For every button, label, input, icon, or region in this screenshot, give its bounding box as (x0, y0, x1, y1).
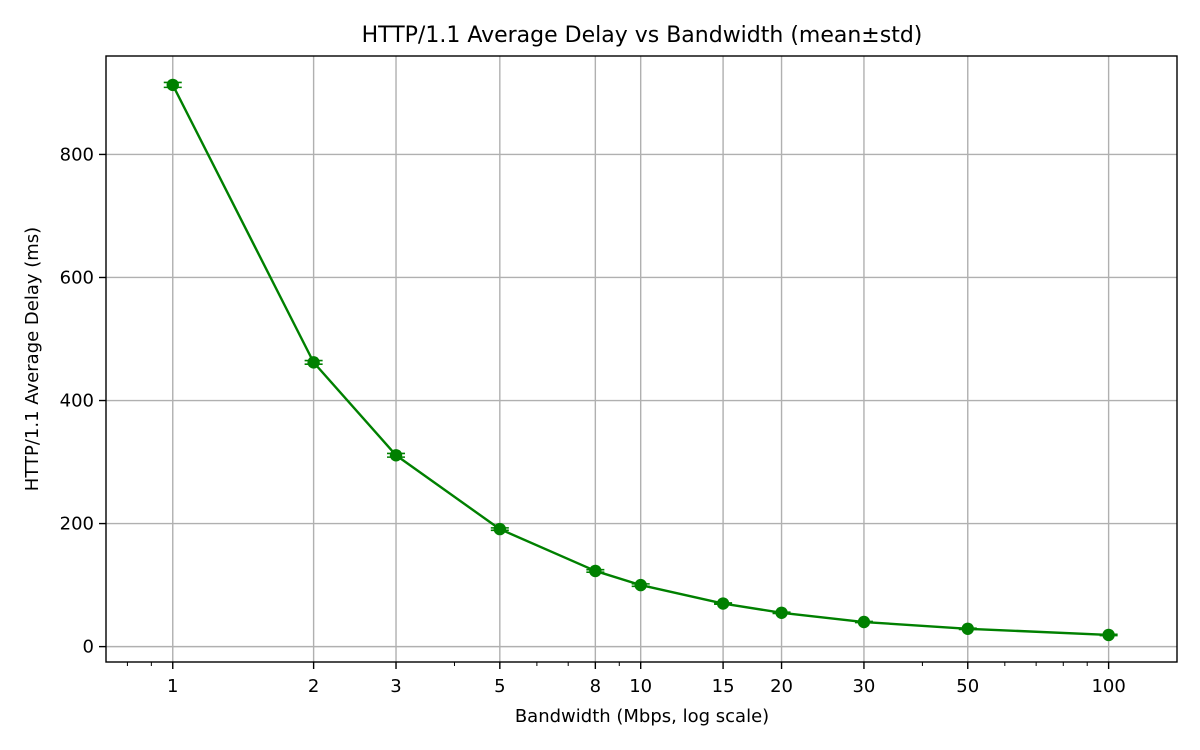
x-tick-label: 50 (956, 676, 979, 697)
y-tick-label: 400 (60, 391, 94, 412)
x-tick-label: 1 (167, 676, 178, 697)
x-tick-label: 30 (852, 676, 875, 697)
data-point (493, 522, 507, 536)
data-point (307, 356, 320, 369)
axis-ticks: 1 2 3 5 8 10 15 20 30 50 100 0 200 400 600 800 (60, 144, 1126, 697)
x-tick-label: 15 (712, 676, 735, 697)
x-tick-label: 2 (308, 676, 319, 697)
y-axis-label: HTTP/1.1 Average Delay (ms) (22, 227, 43, 491)
grid (106, 56, 1177, 662)
plot-frame (105, 55, 1178, 663)
data-point (857, 615, 871, 629)
y-tick-label: 0 (83, 637, 94, 658)
data-point (775, 606, 788, 619)
data-point (389, 449, 403, 462)
data-point (166, 78, 179, 92)
data-point (634, 578, 647, 592)
chart-title: HTTP/1.1 Average Delay vs Bandwidth (mea… (362, 23, 923, 48)
x-axis-label: Bandwidth (Mbps, log scale) (515, 706, 769, 727)
y-tick-label: 200 (60, 514, 94, 535)
x-tick-label: 8 (590, 676, 601, 697)
data-point (716, 597, 730, 610)
y-tick-label: 600 (60, 267, 94, 288)
x-tick-label: 20 (770, 676, 793, 697)
x-tick-label: 5 (494, 676, 505, 697)
x-tick-label: 100 (1091, 676, 1125, 697)
x-tick-label: 3 (390, 676, 401, 697)
y-tick-label: 800 (60, 144, 94, 165)
data-point (1102, 628, 1115, 642)
x-tick-label: 10 (629, 676, 652, 697)
series-layer (163, 78, 1118, 642)
data-point (961, 622, 974, 635)
data-point (589, 564, 602, 578)
